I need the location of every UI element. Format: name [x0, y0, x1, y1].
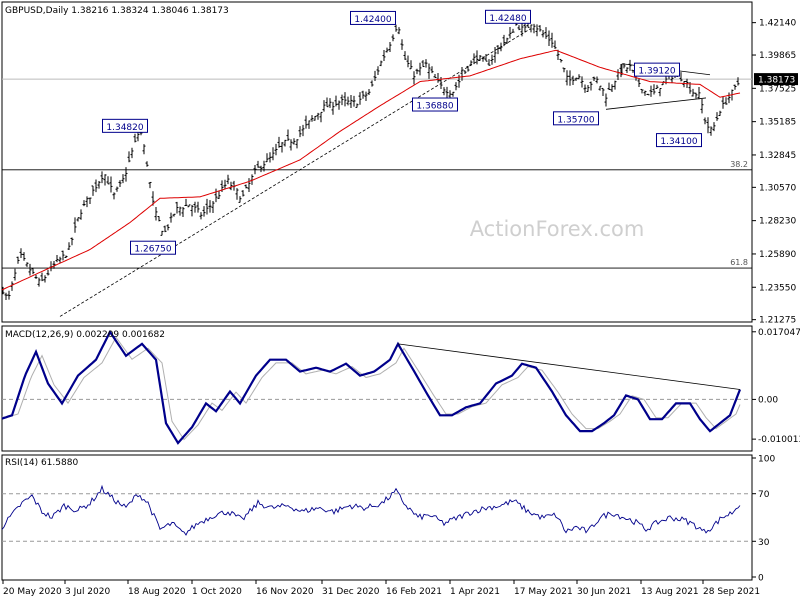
x-tick-label: 1 Oct 2020 — [192, 587, 242, 597]
y-tick-label: 100 — [758, 455, 775, 465]
panel-frame — [1, 454, 753, 581]
y-tick-label: 1.25890 — [759, 250, 796, 260]
price-panel: ActionForex.com 38.2 61.8 1.34820 1.26750 1.4… — [1, 1, 798, 326]
swing-annotation-box — [130, 240, 176, 255]
watermark: ActionForex.com — [470, 217, 645, 241]
y-tick-label: 0.00 — [758, 395, 778, 405]
x-tick-label: 28 Sep 2021 — [703, 587, 760, 597]
swing-annotation-label: 1.34820 — [106, 123, 143, 133]
swing-annotation-box — [485, 9, 531, 24]
y-tick-label: 1.37525 — [759, 84, 796, 94]
x-tick-label: 18 Aug 2020 — [128, 587, 186, 597]
x-tick-label: 13 Aug 2021 — [641, 587, 699, 597]
time-axis: 20 May 2020 3 Jul 2020 18 Aug 2020 1 Oct 20… — [2, 580, 760, 597]
x-tick-label: 30 Jun 2021 — [577, 587, 631, 597]
y-tick-label: 0.017047 — [758, 328, 800, 338]
y-tick-label: 1.28230 — [759, 217, 796, 227]
swing-annotation-label: 1.26750 — [134, 245, 171, 255]
y-tick-label: -0.010013 — [758, 435, 800, 445]
y-tick-label: 1.39865 — [759, 51, 796, 61]
swing-annotation-label: 1.42400 — [354, 15, 391, 25]
panel-frame — [1, 325, 753, 452]
y-tick-label: 1.23550 — [759, 283, 796, 293]
rsi-line — [1, 484, 741, 536]
rsi-panel-title: RSI(14) 61.5880 — [5, 458, 78, 468]
swing-annotation-label: 1.35700 — [557, 115, 594, 125]
swing-annotation-box — [553, 111, 599, 126]
price-panel-title: GBPUSD,Daily 1.38216 1.38324 1.38046 1.3… — [5, 6, 229, 16]
panel-frame — [1, 1, 753, 323]
current-price-box — [754, 73, 798, 86]
rsi-panel: RSI(14) 61.5880 100 70 30 0 — [1, 454, 775, 584]
x-tick-label: 3 Jul 2020 — [65, 587, 110, 597]
y-tick-label: 1.42140 — [759, 19, 796, 29]
x-tick-label: 16 Nov 2020 — [256, 587, 314, 597]
y-tick-label: 0 — [758, 574, 764, 584]
y-tick-label: 1.30570 — [759, 183, 796, 193]
y-tick-label: 1.21275 — [759, 316, 796, 326]
macd-trendline — [397, 343, 741, 390]
macd-line — [1, 329, 742, 445]
y-tick-label: 1.35185 — [759, 118, 796, 128]
swing-annotation-box — [412, 97, 458, 112]
swing-annotation-box — [350, 10, 396, 25]
swing-annotation-box — [634, 62, 680, 77]
x-tick-label: 17 May 2021 — [514, 587, 573, 597]
swing-annotation-label: 1.36880 — [416, 102, 453, 112]
fib-level-label: 38.2 — [730, 160, 748, 169]
macd-signal-line — [2, 336, 741, 441]
x-tick-label: 31 Dec 2020 — [322, 587, 380, 597]
y-tick-label: 70 — [758, 490, 770, 500]
x-tick-label: 1 Apr 2021 — [450, 587, 500, 597]
moving-average-line — [1, 49, 741, 291]
swing-annotation-box — [656, 133, 702, 148]
triangle-lower-line — [605, 97, 707, 110]
swing-annotation-label: 1.34100 — [660, 137, 697, 147]
ohlc-bars — [1, 18, 740, 301]
y-tick-label: 1.32845 — [759, 151, 796, 161]
swing-annotation-box — [102, 118, 148, 133]
current-price-label: 1.38173 — [758, 76, 795, 86]
rising-trendline — [59, 28, 531, 317]
x-tick-label: 16 Feb 2021 — [386, 587, 442, 597]
y-tick-label: 30 — [758, 538, 770, 548]
swing-annotation-label: 1.39120 — [638, 67, 675, 77]
fib-level-label: 61.8 — [730, 258, 748, 267]
macd-panel: MACD(12,26,9) 0.002209 0.001682 0.017047 0… — [1, 325, 800, 452]
swing-annotation-label: 1.42480 — [489, 14, 526, 24]
macd-panel-title: MACD(12,26,9) 0.002209 0.001682 — [5, 330, 165, 340]
x-tick-label: 20 May 2020 — [3, 587, 62, 597]
